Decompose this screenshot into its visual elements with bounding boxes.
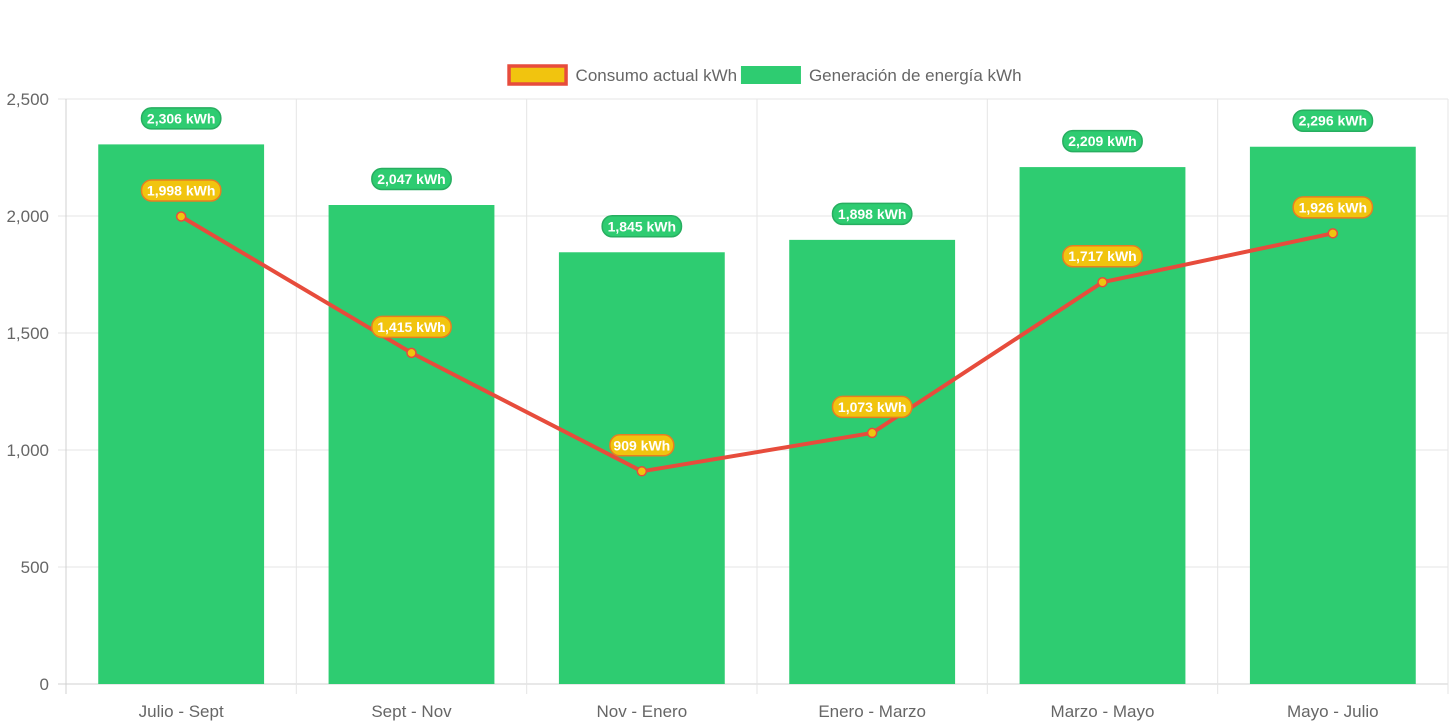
- bar: [1019, 167, 1186, 684]
- bar: [1249, 146, 1416, 685]
- bar-value-label: 1,845 kWh: [608, 218, 676, 234]
- line-value-label: 1,998 kWh: [147, 182, 215, 198]
- y-tick-label: 2,000: [6, 207, 49, 226]
- x-tick-label: Sept - Nov: [371, 702, 452, 721]
- bar-value-label: 2,296 kWh: [1299, 113, 1367, 129]
- line-point: [1097, 276, 1108, 288]
- line-value-label: 1,415 kWh: [377, 319, 445, 335]
- bar-value-label-bg: [140, 107, 222, 130]
- legend-item[interactable]: Generación de energía kWh: [740, 66, 1022, 85]
- bar-value-label: 2,209 kWh: [1068, 133, 1136, 149]
- x-tick-label: Marzo - Mayo: [1051, 702, 1155, 721]
- bar-value-label: 2,306 kWh: [147, 110, 215, 126]
- x-tick-label: Enero - Marzo: [818, 702, 926, 721]
- line-point: [406, 347, 417, 359]
- bar-value-label-bg: [371, 167, 452, 191]
- line-point: [636, 466, 648, 477]
- legend-label: Consumo actual kWh: [576, 66, 738, 85]
- y-tick-label: 1,000: [6, 441, 49, 460]
- bar-value-label-bg: [1292, 109, 1374, 132]
- line-value-label-bg: [1292, 196, 1374, 219]
- line-value-label-bg: [831, 395, 913, 419]
- data-labels: 2,306 kWh 2,047 kWh 1,845 kWh 1,898 kWh 2,20…: [140, 107, 1374, 457]
- line-value-label: 1,926 kWh: [1299, 199, 1367, 215]
- bar: [789, 239, 956, 685]
- y-tick-label: 500: [21, 558, 49, 577]
- y-tick-label: 1,500: [6, 324, 49, 343]
- line-value-label-bg: [609, 434, 675, 457]
- line-point: [1327, 228, 1339, 239]
- legend[interactable]: Consumo actual kWh Generación de energía …: [507, 64, 1022, 86]
- y-tick-label: 0: [40, 675, 49, 694]
- legend-swatch-consumo: [507, 64, 568, 86]
- bar-value-label: 2,047 kWh: [377, 171, 445, 187]
- bar-value-label-bg: [1062, 129, 1143, 153]
- x-tick-label: Mayo - Julio: [1287, 702, 1379, 721]
- line-point: [175, 211, 187, 222]
- bar-value-label: 1,898 kWh: [838, 206, 906, 222]
- legend-item[interactable]: Consumo actual kWh: [507, 64, 738, 86]
- line-value-label: 1,073 kWh: [838, 399, 906, 415]
- line-value-label-bg: [1062, 244, 1143, 268]
- y-tick-label: 2,500: [6, 90, 49, 109]
- line-value-label-bg: [371, 315, 452, 339]
- bar: [328, 205, 495, 684]
- line-value-label: 909 kWh: [613, 437, 670, 453]
- x-tick-label: Julio - Sept: [139, 702, 224, 721]
- axes: 0 500 1,000 1,500 2,000 2,500 Julio - Sept Sept…: [6, 90, 1378, 721]
- line-point: [866, 427, 878, 439]
- x-tick-label: Nov - Enero: [596, 702, 687, 721]
- legend-swatch-generacion: [740, 66, 801, 84]
- bar-value-label-bg: [601, 215, 683, 238]
- bar: [98, 144, 265, 684]
- line-value-label-bg: [140, 179, 222, 202]
- line-value-label: 1,717 kWh: [1068, 248, 1136, 264]
- grid: [58, 98, 1449, 694]
- legend-label: Generación de energía kWh: [809, 66, 1022, 85]
- bar-value-label-bg: [831, 202, 913, 226]
- bar-series: [98, 144, 1416, 685]
